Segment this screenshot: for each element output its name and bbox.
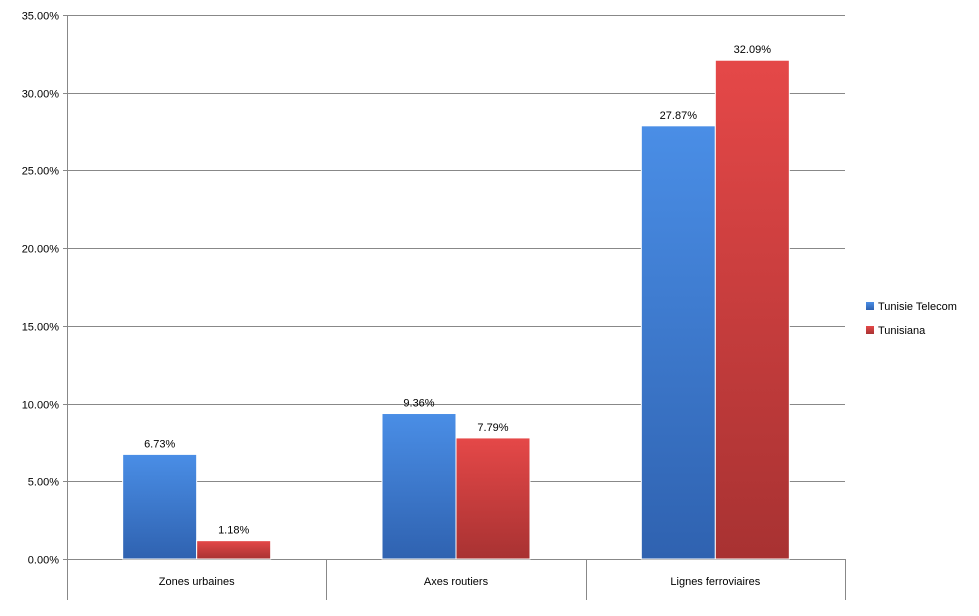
y-tick-label: 0.00% — [28, 555, 59, 567]
bar-tunisiana — [714, 59, 790, 560]
y-tick-label: 10.00% — [22, 400, 60, 412]
x-tick-label: Lignes ferroviaires — [670, 576, 760, 588]
legend-swatch — [866, 326, 874, 334]
legend-entry: Tunisiana — [878, 325, 926, 337]
gridlines — [67, 15, 845, 482]
bar-tunisie-telecom — [381, 413, 457, 560]
data-label: 9.36% — [403, 398, 434, 410]
bar-tunisiana — [196, 540, 272, 560]
data-label: 6.73% — [144, 438, 175, 450]
y-tick-label: 25.00% — [22, 166, 60, 178]
data-label: 7.79% — [477, 422, 508, 434]
y-tick-label: 30.00% — [22, 89, 60, 101]
legend-swatch — [866, 302, 874, 310]
bars — [122, 59, 790, 560]
data-label: 27.87% — [660, 110, 698, 122]
data-label: 1.18% — [218, 525, 249, 537]
x-tick-label: Zones urbaines — [159, 576, 235, 588]
bar-tunisie-telecom — [640, 125, 716, 560]
y-tick-label: 35.00% — [22, 11, 60, 23]
bar-tunisiana — [455, 437, 531, 560]
data-label: 32.09% — [734, 44, 772, 56]
y-tick-label: 20.00% — [22, 244, 60, 256]
y-tick-label: 5.00% — [28, 477, 59, 489]
x-tick-label: Axes routiers — [424, 576, 489, 588]
legend-entry: Tunisie Telecom — [878, 301, 957, 313]
bar-tunisie-telecom — [122, 453, 198, 560]
y-tick-label: 15.00% — [22, 322, 60, 334]
legend: Tunisie Telecom Tunisiana — [866, 301, 957, 337]
data-labels: 6.73% 1.18% 9.36% 7.79% 27.87% 32.09% — [144, 44, 771, 536]
